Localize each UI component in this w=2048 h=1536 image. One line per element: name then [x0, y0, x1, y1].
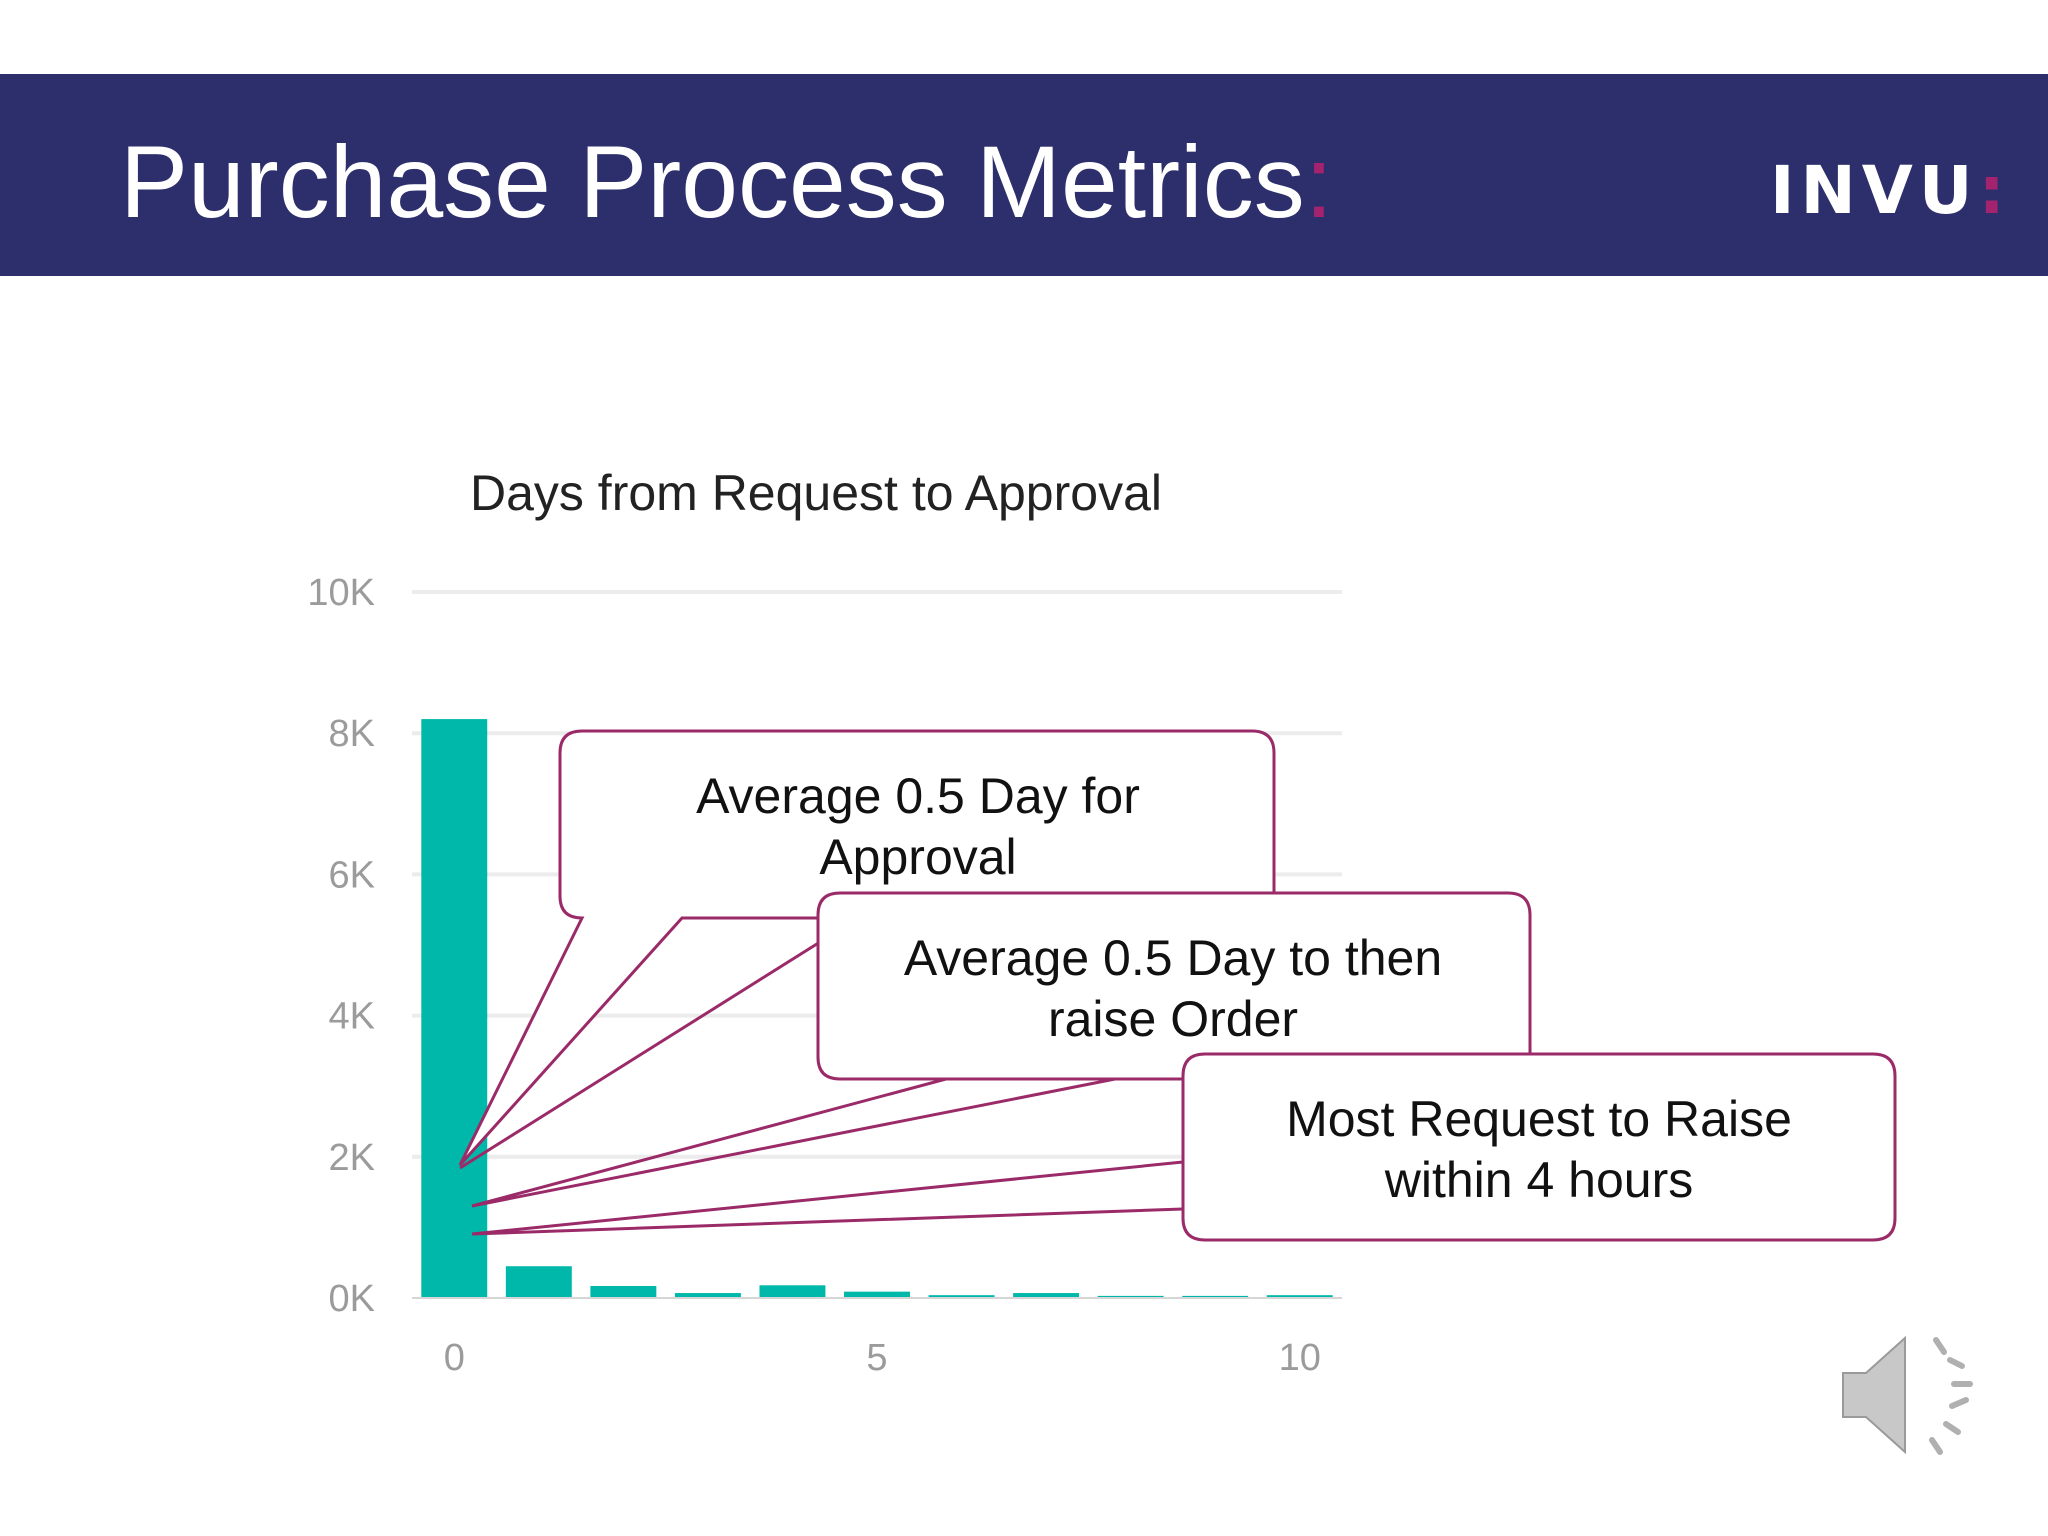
y-tick-label: 8K — [329, 713, 375, 755]
bar — [928, 1295, 995, 1298]
callout-raise-order-pointer — [459, 940, 1116, 1208]
bar — [505, 1266, 572, 1298]
bar — [1182, 1295, 1249, 1298]
bar — [759, 1285, 826, 1298]
y-tick-label: 0K — [329, 1278, 375, 1320]
callout-four-hours-line1: Most Request to Raise — [1286, 1091, 1792, 1147]
callout-approval: Average 0.5 Day for Approval — [458, 729, 1276, 1167]
logo-colon: : — [1978, 152, 2005, 229]
bar — [1013, 1293, 1080, 1298]
bar — [590, 1285, 657, 1298]
bar-series — [412, 719, 1342, 1299]
y-tick-label: 6K — [329, 854, 375, 896]
callout-raise-order-box — [816, 891, 1532, 1081]
x-tick-label: 5 — [866, 1337, 887, 1379]
invu-logo: INVU: — [1770, 156, 2005, 226]
chart-title: Days from Request to Approval — [470, 465, 1162, 521]
callout-approval-box — [458, 729, 1276, 1167]
title-colon: : — [1304, 125, 1334, 239]
callout-raise-order-line2: raise Order — [1048, 991, 1298, 1047]
callout-four-hours-line2: within 4 hours — [1384, 1152, 1694, 1208]
bar — [1097, 1295, 1164, 1298]
y-tick-label: 2K — [329, 1137, 375, 1179]
bar — [421, 719, 488, 1298]
x-tick-label: 0 — [444, 1337, 465, 1379]
x-axis-labels: 0 5 10 — [444, 1337, 1321, 1379]
title-bar — [0, 74, 2048, 276]
callout-raise-order-line1: Average 0.5 Day to then — [904, 930, 1442, 986]
logo-text: INVU — [1770, 152, 1979, 229]
callout-raise-order: Average 0.5 Day to then raise Order — [459, 891, 1532, 1208]
speaker-icon[interactable] — [1842, 1335, 1973, 1455]
callout-four-hours: Most Request to Raise within 4 hours — [471, 1052, 1897, 1242]
y-tick-label: 4K — [329, 996, 375, 1038]
y-axis-labels: 0K 2K 4K 6K 8K 10K — [307, 572, 375, 1320]
y-tick-label: 10K — [307, 572, 375, 614]
bar — [1266, 1295, 1333, 1298]
callout-approval-line1: Average 0.5 Day for — [696, 768, 1140, 824]
callout-four-hours-box — [1181, 1052, 1897, 1242]
x-tick-label: 10 — [1279, 1337, 1321, 1379]
bar — [844, 1291, 910, 1298]
slide-title: Purchase Process Metrics: — [120, 122, 1333, 242]
callout-approval-line2: Approval — [819, 829, 1016, 885]
slide-title-text: Purchase Process Metrics — [120, 125, 1305, 239]
callout-four-hours-pointer — [471, 1160, 1184, 1236]
bar — [674, 1293, 741, 1298]
